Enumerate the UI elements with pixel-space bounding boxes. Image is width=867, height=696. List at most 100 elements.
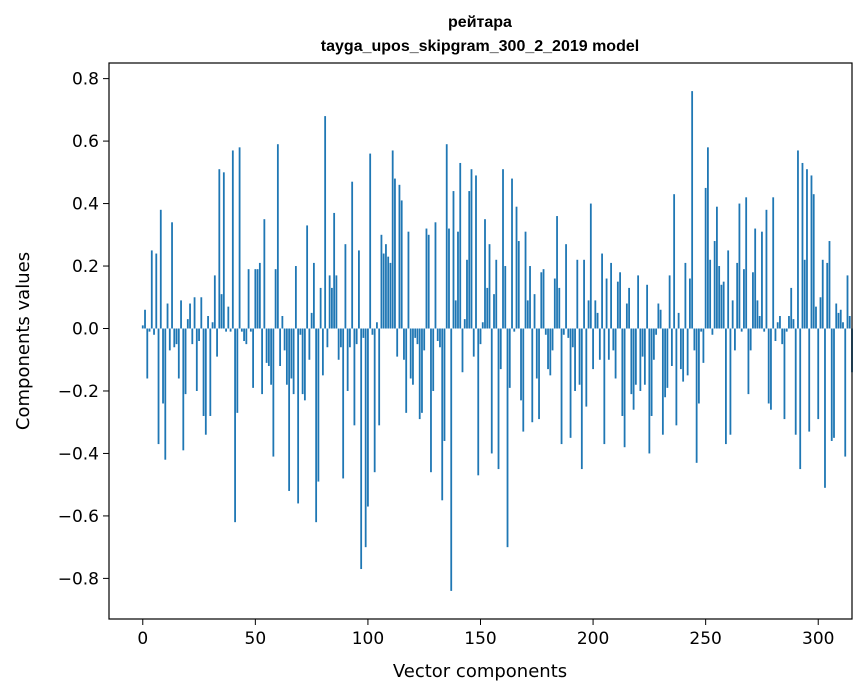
bar-component-22 bbox=[191, 328, 194, 345]
bar-component-133 bbox=[441, 328, 444, 501]
bar-component-257 bbox=[720, 284, 723, 329]
bar-component-13 bbox=[171, 222, 173, 329]
bar-component-197 bbox=[585, 328, 588, 407]
bar-component-190 bbox=[569, 328, 572, 438]
bar-component-193 bbox=[576, 259, 579, 329]
bar-component-78 bbox=[317, 328, 320, 482]
bar-component-292 bbox=[799, 328, 802, 470]
bar-component-241 bbox=[684, 262, 687, 329]
bar-component-224 bbox=[646, 284, 649, 329]
bar-component-79 bbox=[319, 287, 322, 329]
bar-component-212 bbox=[619, 272, 621, 329]
bar-component-288 bbox=[790, 287, 793, 329]
bar-component-194 bbox=[578, 328, 581, 385]
bar-component-295 bbox=[806, 169, 808, 329]
bar-component-164 bbox=[511, 178, 513, 329]
bar-component-102 bbox=[371, 328, 374, 335]
bar-component-35 bbox=[220, 294, 223, 329]
bar-component-76 bbox=[312, 262, 315, 329]
bar-component-274 bbox=[758, 316, 761, 329]
bar-component-43 bbox=[238, 147, 241, 329]
x-tick-label: 200 bbox=[577, 629, 609, 649]
bar-component-146 bbox=[470, 169, 473, 329]
bar-component-121 bbox=[414, 328, 417, 338]
x-tick-label: 250 bbox=[689, 629, 721, 649]
bar-component-310 bbox=[839, 309, 842, 329]
bar-component-37 bbox=[225, 328, 227, 332]
bar-component-88 bbox=[340, 328, 342, 348]
bar-component-58 bbox=[272, 328, 275, 457]
bar-component-227 bbox=[652, 328, 655, 360]
bar-component-243 bbox=[688, 278, 691, 329]
bar-component-113 bbox=[396, 328, 399, 357]
bar-component-279 bbox=[770, 328, 772, 410]
bar-component-44 bbox=[240, 328, 243, 332]
bar-component-165 bbox=[513, 328, 516, 332]
bar-component-175 bbox=[535, 328, 538, 379]
bar-component-217 bbox=[630, 328, 633, 395]
bar-component-302 bbox=[821, 259, 824, 329]
bar-component-191 bbox=[571, 328, 574, 348]
bar-component-139 bbox=[454, 300, 457, 329]
y-tick-label: 0.2 bbox=[72, 257, 99, 277]
bar-component-132 bbox=[439, 328, 441, 348]
bar-component-236 bbox=[673, 194, 676, 329]
y-tick-label: −0.6 bbox=[58, 507, 99, 527]
bar-component-120 bbox=[412, 328, 414, 385]
bar-component-188 bbox=[565, 244, 567, 329]
bar-component-168 bbox=[520, 328, 522, 401]
bar-component-52 bbox=[258, 262, 261, 329]
bar-component-160 bbox=[502, 169, 504, 329]
bar-component-311 bbox=[842, 322, 844, 329]
bar-component-124 bbox=[421, 328, 423, 413]
bar-component-161 bbox=[504, 266, 507, 329]
bar-component-126 bbox=[425, 228, 428, 329]
bar-component-246 bbox=[695, 328, 698, 463]
bar-component-119 bbox=[409, 328, 412, 379]
bar-component-223 bbox=[643, 328, 646, 385]
bar-component-59 bbox=[274, 269, 277, 329]
bar-component-291 bbox=[797, 150, 799, 329]
bar-component-125 bbox=[423, 328, 426, 351]
bar-component-296 bbox=[808, 328, 811, 432]
bar-component-284 bbox=[781, 328, 784, 345]
y-axis-label: Components values bbox=[13, 252, 34, 430]
bar-component-157 bbox=[495, 259, 498, 329]
bar-component-82 bbox=[326, 328, 329, 348]
bar-component-112 bbox=[394, 178, 396, 329]
bar-component-282 bbox=[776, 322, 779, 329]
bar-component-47 bbox=[247, 269, 250, 329]
bar-component-50 bbox=[254, 269, 257, 329]
bar-component-31 bbox=[211, 322, 214, 329]
bar-component-173 bbox=[531, 328, 534, 423]
bar-component-254 bbox=[713, 241, 716, 329]
bar-component-115 bbox=[400, 200, 403, 329]
bar-component-130 bbox=[434, 222, 437, 329]
bar-component-184 bbox=[556, 216, 558, 329]
bar-component-151 bbox=[481, 322, 484, 329]
bar-component-272 bbox=[754, 228, 757, 329]
bar-component-69 bbox=[297, 328, 300, 504]
bar-component-25 bbox=[198, 328, 200, 341]
bar-component-273 bbox=[756, 300, 759, 329]
bar-component-5 bbox=[153, 328, 155, 335]
bar-component-32 bbox=[213, 275, 216, 329]
bar-component-85 bbox=[333, 212, 336, 329]
bar-component-211 bbox=[616, 281, 619, 329]
bar-component-204 bbox=[601, 253, 603, 329]
bar-component-49 bbox=[252, 328, 254, 388]
bar-component-201 bbox=[594, 300, 597, 329]
y-axis-ticks: −0.8 −0.6 −0.4 −0.2 0.0 0.2 0.4 0.6 0.8 bbox=[58, 70, 109, 589]
bar-component-314 bbox=[848, 316, 851, 329]
bar-component-55 bbox=[265, 328, 268, 363]
bar-component-271 bbox=[752, 272, 754, 329]
bar-component-301 bbox=[819, 297, 822, 329]
bar-component-95 bbox=[355, 328, 358, 345]
bar-component-71 bbox=[301, 328, 304, 395]
bar-component-83 bbox=[328, 275, 331, 329]
bar-component-60 bbox=[276, 144, 279, 329]
bar-component-162 bbox=[506, 328, 509, 548]
bar-component-143 bbox=[463, 319, 466, 329]
bar-component-203 bbox=[598, 328, 601, 360]
